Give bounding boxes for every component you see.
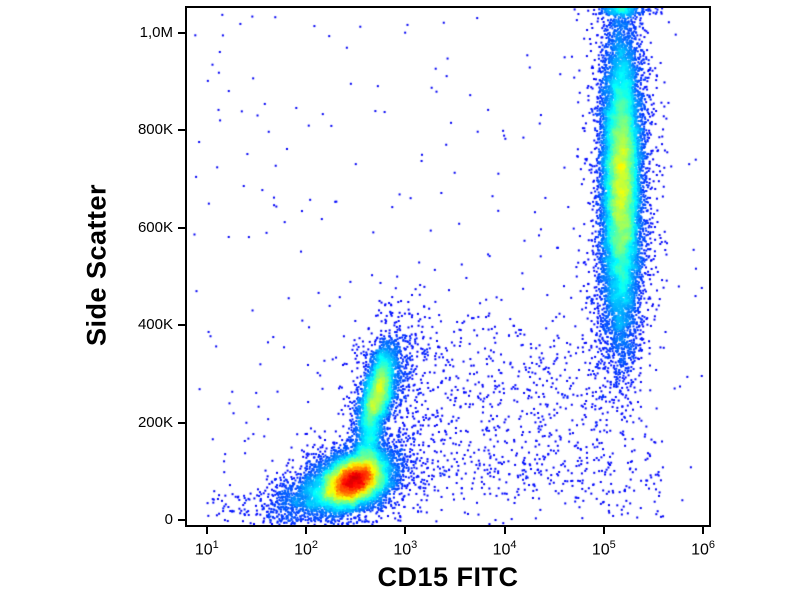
y-tick-label: 800K <box>137 121 173 139</box>
y-tick-mark <box>178 31 185 34</box>
x-tick-mark <box>205 527 208 534</box>
x-tick-label: 104 <box>492 539 517 559</box>
x-tick-mark <box>602 527 605 534</box>
x-tick-mark <box>404 527 407 534</box>
x-tick-label: 105 <box>591 539 616 559</box>
x-tick-label: 102 <box>294 539 319 559</box>
y-tick-label: 200K <box>137 413 173 431</box>
density-scatter-canvas <box>187 8 709 525</box>
plot-frame <box>185 6 711 527</box>
y-tick-mark <box>178 421 185 424</box>
y-tick-mark <box>178 519 185 522</box>
y-tick-mark <box>178 226 185 229</box>
x-tick-label: 106 <box>691 539 715 559</box>
y-tick-label: 0 <box>164 511 173 529</box>
x-axis-title: CD15 FITC <box>377 562 519 592</box>
x-tick-label: 101 <box>194 539 219 559</box>
x-tick-mark <box>503 527 506 534</box>
y-tick-mark <box>178 324 185 327</box>
y-tick-mark <box>178 129 185 132</box>
y-tick-label: 1,0M <box>139 23 173 41</box>
y-tick-label: 600K <box>137 218 173 236</box>
x-tick-mark <box>702 527 705 534</box>
y-tick-label: 400K <box>137 316 173 334</box>
x-tick-mark <box>305 527 308 534</box>
x-tick-label: 103 <box>393 539 418 559</box>
